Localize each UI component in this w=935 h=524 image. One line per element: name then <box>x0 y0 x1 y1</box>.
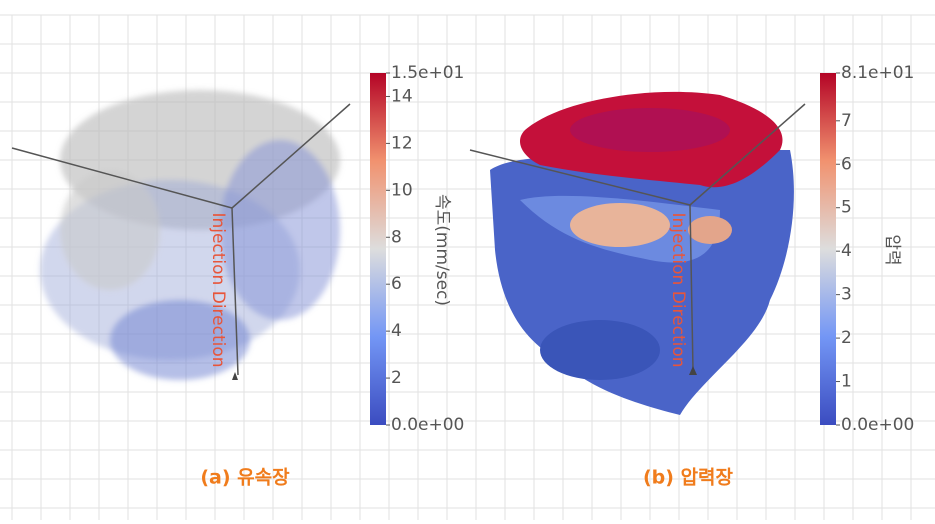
pressure-render <box>490 92 794 415</box>
colorbar-tick-label: 8 <box>391 227 402 247</box>
velocity-render <box>40 90 340 380</box>
colorbar-tick-label: 5 <box>841 198 852 218</box>
colorbar-tick-label: 4 <box>391 321 402 341</box>
colorbar <box>820 73 836 425</box>
colorbar-tick-label: 4 <box>841 241 852 261</box>
colorbar-title: 압력 <box>882 234 902 265</box>
colorbar-tick-label: 8.1e+01 <box>841 63 914 83</box>
colorbar-tick-label: 6 <box>841 154 852 174</box>
figure: Injection Direction Injection Direction … <box>0 0 935 524</box>
colorbar-tick-label: 2 <box>391 368 402 388</box>
arrow-head <box>232 372 238 380</box>
caption: (a) 유속장 <box>200 467 290 489</box>
annotation: Injection Direction <box>208 212 228 367</box>
colorbar-tick-label: 0.0e+00 <box>391 415 464 435</box>
colorbar-tick-label: 3 <box>841 285 852 305</box>
colorbar-tick-label: 6 <box>391 274 402 294</box>
colorbar-tick-label: 1.5e+01 <box>391 63 464 83</box>
colorbar <box>370 73 386 425</box>
colorbar-tick-label: 10 <box>391 180 413 200</box>
colorbar-title: 속도(mm/sec) <box>432 194 452 306</box>
colorbar-tick-label: 1 <box>841 372 852 392</box>
colorbar-tick-label: 0.0e+00 <box>841 415 914 435</box>
colorbar-tick-label: 14 <box>391 86 413 106</box>
annotation: Injection Direction <box>668 212 688 367</box>
colorbar-tick-label: 7 <box>841 111 852 131</box>
colorbar-tick-label: 12 <box>391 133 413 153</box>
colorbar-tick-label: 2 <box>841 328 852 348</box>
caption: (b) 압력장 <box>643 467 734 489</box>
